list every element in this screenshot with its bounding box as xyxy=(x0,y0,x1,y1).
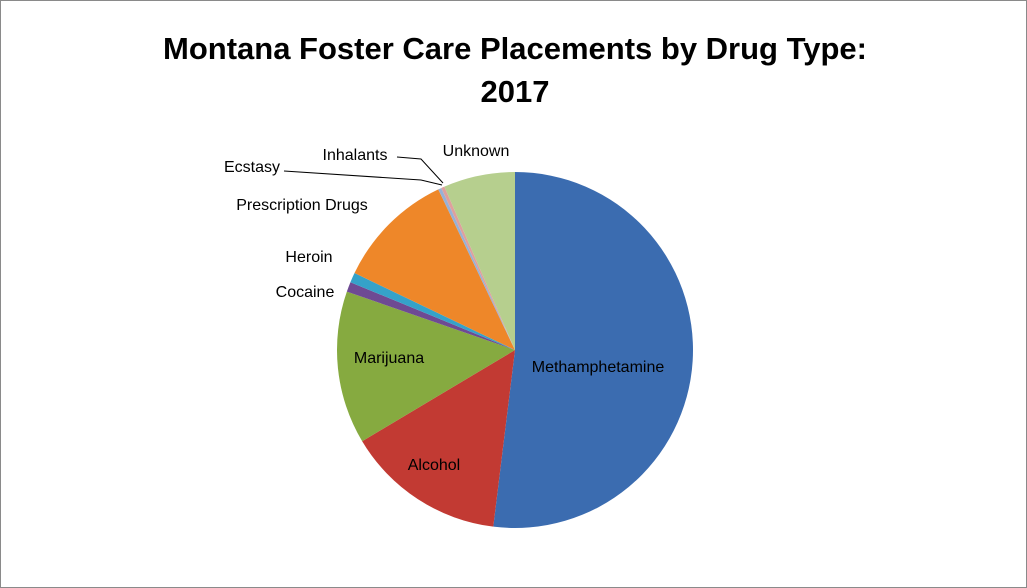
pie-slice xyxy=(337,291,515,442)
pie-slice xyxy=(346,282,515,350)
slice-label: Ecstasy xyxy=(224,159,280,176)
slice-label: Methamphetamine xyxy=(532,359,665,376)
pie-slice xyxy=(438,187,515,350)
pie-slice xyxy=(441,186,515,350)
pie-slice xyxy=(362,350,515,527)
pie-slice xyxy=(350,273,515,350)
slice-label: Prescription Drugs xyxy=(236,197,368,214)
chart-title: Montana Foster Care Placements by Drug T… xyxy=(163,31,867,109)
pie-slice xyxy=(493,172,694,528)
slice-label: Unknown xyxy=(443,143,510,160)
leader-line xyxy=(396,156,444,184)
slice-label: Inhalants xyxy=(323,147,388,164)
pie-slice xyxy=(444,172,515,350)
pie-slice xyxy=(354,189,515,350)
slice-label: Heroin xyxy=(285,249,332,266)
slice-label: Marijuana xyxy=(354,350,424,367)
slice-label: Cocaine xyxy=(276,284,335,301)
slice-label: Alcohol xyxy=(408,457,460,474)
leader-line xyxy=(283,170,443,186)
